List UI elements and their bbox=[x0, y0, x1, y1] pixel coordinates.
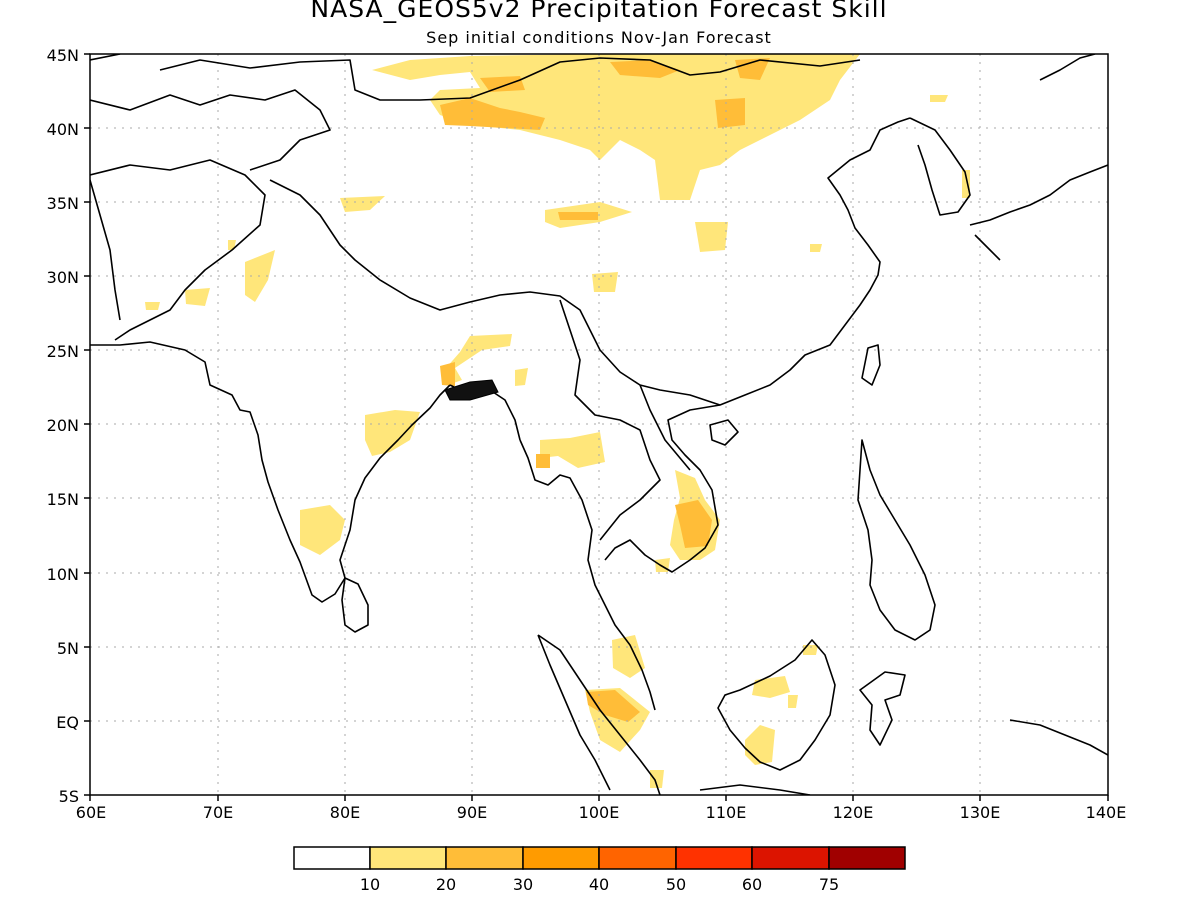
latitude-axis: 45N 40N 35N 30N 25N 20N 15N 10N 5N EQ 5S bbox=[47, 46, 79, 806]
lon-label: 80E bbox=[330, 803, 360, 822]
skill-patch-india bbox=[185, 288, 210, 306]
lat-label: 5S bbox=[59, 787, 79, 806]
legend-label: 30 bbox=[513, 875, 533, 894]
color-legend: 10 20 30 40 50 60 75 bbox=[293, 846, 906, 894]
legend-swatch bbox=[751, 846, 830, 870]
legend-swatch bbox=[369, 846, 447, 870]
lat-label: EQ bbox=[56, 713, 79, 732]
skill-patch bbox=[962, 170, 970, 198]
map-title: NASA_GEOS5v2 Precipitation Forecast Skil… bbox=[310, 0, 888, 23]
border-iran bbox=[90, 179, 121, 321]
lon-label: 90E bbox=[457, 803, 487, 822]
map-subtitle: Sep initial conditions Nov-Jan Forecast bbox=[426, 28, 772, 47]
skill-patch bbox=[930, 95, 948, 102]
skill-patch-bengal bbox=[446, 334, 512, 385]
coastline-gulf-thailand bbox=[604, 117, 911, 573]
lat-label: 40N bbox=[47, 120, 79, 139]
legend-swatch bbox=[293, 846, 371, 870]
lon-label: 130E bbox=[960, 803, 1001, 822]
skill-patch-tibet-orange bbox=[558, 212, 598, 220]
lat-label: 25N bbox=[47, 342, 79, 361]
lon-label: 70E bbox=[203, 803, 233, 822]
graticule bbox=[90, 54, 1108, 795]
skill-patch-malaya bbox=[612, 635, 645, 678]
bangladesh-delta bbox=[444, 379, 499, 401]
coastline-philippines bbox=[857, 439, 936, 641]
skill-patch bbox=[650, 770, 664, 788]
legend-label: 20 bbox=[436, 875, 456, 894]
longitude-ticks bbox=[89, 795, 1109, 801]
lat-label: 5N bbox=[57, 639, 79, 658]
coastline-java bbox=[699, 784, 811, 795]
skill-patch bbox=[340, 196, 385, 212]
skill-patch bbox=[592, 272, 618, 292]
lon-label: 60E bbox=[76, 803, 106, 822]
skill-patch-north-orange bbox=[480, 76, 525, 92]
coastline-hainan bbox=[709, 419, 739, 446]
skill-patch-indochina-orange bbox=[536, 454, 550, 468]
skill-patch-borneo bbox=[788, 695, 798, 708]
legend-swatch bbox=[828, 846, 906, 870]
border-central-asia bbox=[90, 89, 331, 171]
legend-label: 50 bbox=[666, 875, 686, 894]
lat-label: 45N bbox=[47, 46, 79, 65]
skill-patch-vietnam-orange bbox=[675, 500, 712, 548]
legend-label: 10 bbox=[360, 875, 380, 894]
skill-patch-borneo bbox=[752, 676, 790, 698]
coastline-myanmar bbox=[519, 439, 656, 711]
latitude-ticks bbox=[84, 53, 90, 796]
skill-patch-sumatra-orange bbox=[586, 690, 640, 722]
lat-label: 10N bbox=[47, 565, 79, 584]
coastline-korea bbox=[909, 117, 971, 216]
longitude-axis: 60E 70E 80E 90E 100E 110E 120E 130E 140E bbox=[76, 803, 1127, 822]
coastline-newguinea bbox=[1009, 719, 1108, 756]
lon-label: 120E bbox=[833, 803, 874, 822]
coastline-srilanka bbox=[341, 577, 369, 633]
skill-patch-north-orange bbox=[735, 58, 770, 80]
legend-label: 40 bbox=[589, 875, 609, 894]
skill-patch-north-orange bbox=[715, 98, 745, 128]
lon-label: 110E bbox=[706, 803, 747, 822]
border-pakistan bbox=[90, 159, 266, 341]
coastline-sulawesi bbox=[859, 671, 906, 746]
skill-patch-india bbox=[365, 410, 420, 456]
coastline-sumatra bbox=[537, 634, 661, 795]
coastline-taiwan bbox=[861, 344, 881, 386]
lon-label: 100E bbox=[579, 803, 620, 822]
skill-patch bbox=[810, 244, 822, 252]
legend-swatch bbox=[598, 846, 677, 870]
border-himalaya bbox=[269, 179, 721, 406]
skill-patch bbox=[803, 645, 818, 655]
skill-patch-north-orange bbox=[440, 98, 545, 130]
border-myanmar-thailand bbox=[559, 299, 661, 541]
skill-shading bbox=[145, 54, 970, 788]
legend-swatch bbox=[675, 846, 753, 870]
border-indochina bbox=[639, 384, 691, 471]
legend-swatch bbox=[445, 846, 524, 870]
coastlines bbox=[90, 54, 1108, 795]
coastline-borneo bbox=[717, 639, 836, 771]
skill-patch-bengal bbox=[515, 368, 528, 386]
lat-label: 15N bbox=[47, 490, 79, 509]
lat-label: 30N bbox=[47, 268, 79, 287]
skill-patch bbox=[695, 222, 728, 252]
skill-patch-north bbox=[372, 54, 860, 200]
legend-swatch bbox=[522, 846, 600, 870]
legend-label: 75 bbox=[819, 875, 839, 894]
skill-patch-bengal-orange bbox=[440, 362, 455, 386]
lat-label: 20N bbox=[47, 416, 79, 435]
skill-patch-borneo bbox=[745, 725, 775, 765]
border-china-north bbox=[90, 54, 861, 101]
coastline-india bbox=[90, 341, 451, 603]
legend-label: 60 bbox=[742, 875, 762, 894]
lat-label: 35N bbox=[47, 194, 79, 213]
skill-patch-india bbox=[145, 302, 160, 310]
skill-patch-india bbox=[300, 505, 345, 555]
coastline-japan bbox=[969, 54, 1108, 261]
skill-patch-indochina bbox=[540, 432, 605, 468]
lon-label: 140E bbox=[1086, 803, 1127, 822]
